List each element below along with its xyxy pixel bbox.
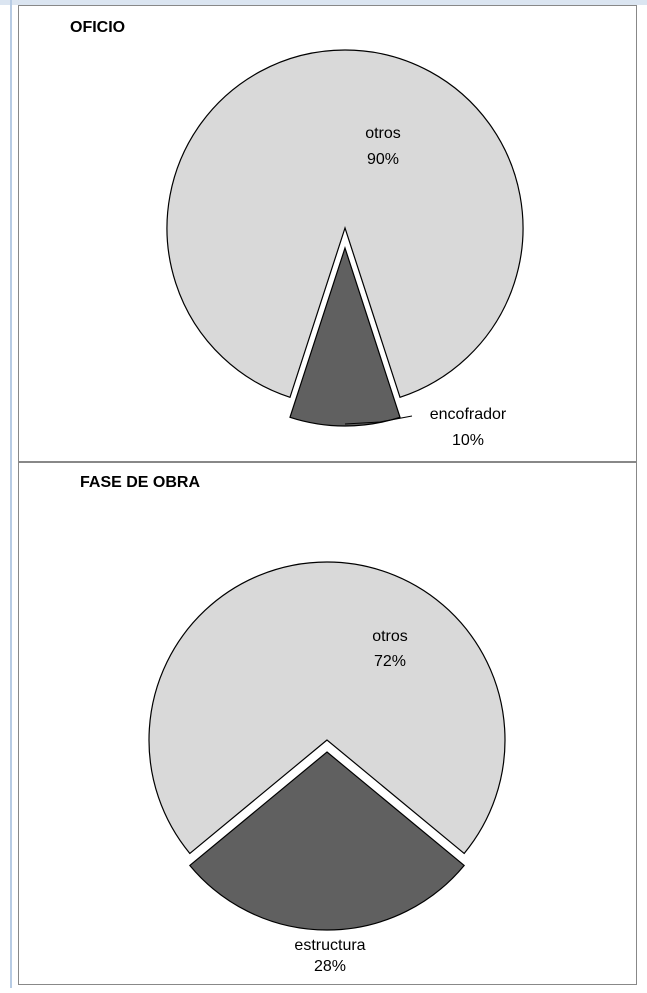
leader-line <box>344 415 413 425</box>
chart-frame <box>18 462 637 985</box>
slice-label: otros <box>372 628 408 645</box>
pie-slice <box>189 751 465 931</box>
pie-slice <box>166 49 524 399</box>
slice-label: estructura <box>294 937 365 954</box>
pie-slice <box>148 561 506 855</box>
slice-value: 10% <box>452 432 484 449</box>
header-strip <box>0 0 647 5</box>
chart-title: FASE DE OBRA <box>80 474 200 491</box>
slice-value: 90% <box>367 151 399 168</box>
chart-frame <box>18 5 637 462</box>
slice-label: otros <box>365 125 401 142</box>
chart-title: OFICIO <box>70 19 125 36</box>
slice-value: 28% <box>314 958 346 975</box>
slice-value: 72% <box>374 653 406 670</box>
slice-label: encofrador <box>430 406 507 423</box>
